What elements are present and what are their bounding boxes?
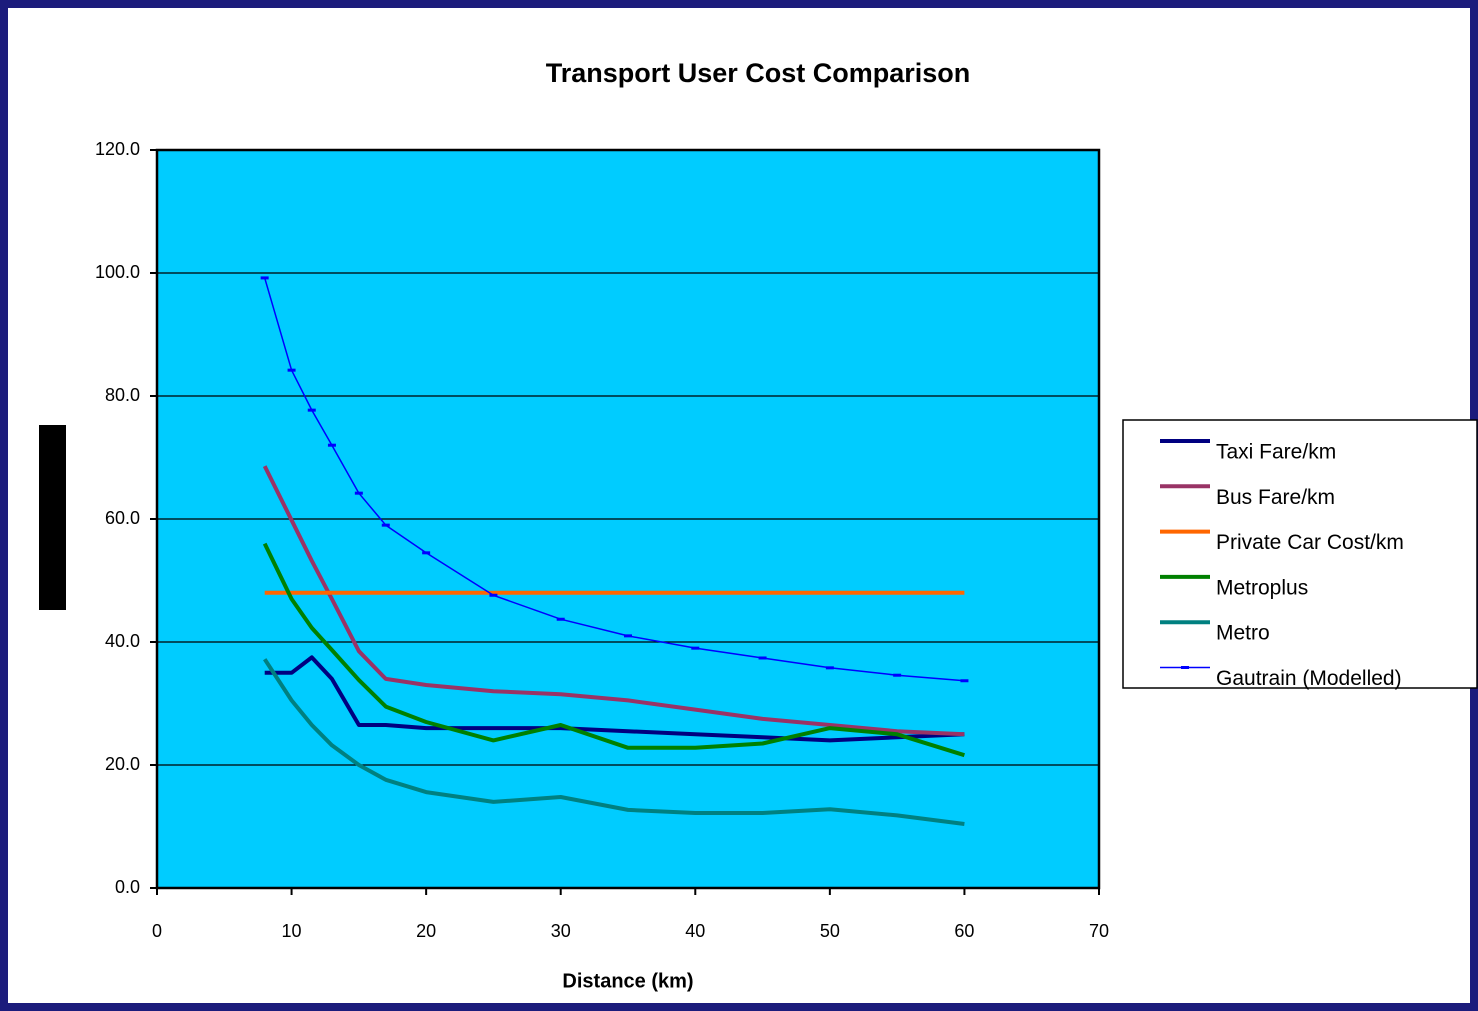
legend-marker (1181, 666, 1189, 669)
point-marker (355, 492, 363, 495)
point-marker (893, 674, 901, 677)
point-marker (422, 551, 430, 554)
point-marker (489, 594, 497, 597)
y-tick-label: 80.0 (105, 385, 140, 405)
x-tick-label: 30 (551, 921, 571, 941)
y-tick-label: 40.0 (105, 631, 140, 651)
legend-label: Metro (1216, 622, 1270, 645)
legend-label: Private Car Cost/km (1216, 531, 1404, 554)
y-tick-label: 60.0 (105, 508, 140, 528)
point-marker (691, 647, 699, 650)
chart-title: Transport User Cost Comparison (546, 58, 971, 88)
point-marker (759, 656, 767, 659)
point-marker (382, 524, 390, 527)
x-tick-label: 10 (282, 921, 302, 941)
point-marker (261, 276, 269, 279)
legend-label: Taxi Fare/km (1216, 441, 1336, 464)
x-tick-label: 20 (416, 921, 436, 941)
y-tick-label: 0.0 (115, 877, 140, 897)
x-tick-label: 0 (152, 921, 162, 941)
side-image (39, 425, 66, 610)
y-tick-label: 100.0 (95, 262, 140, 282)
chart: Transport User Cost Comparison Distance … (0, 0, 1478, 1011)
point-marker (557, 618, 565, 621)
x-tick-label: 60 (954, 921, 974, 941)
point-marker (308, 409, 316, 412)
x-tick-label: 70 (1089, 921, 1109, 941)
point-marker (960, 679, 968, 682)
page: Transport User Cost Comparison Distance … (0, 0, 1478, 1011)
point-marker (328, 444, 336, 447)
legend-label: Gautrain (Modelled) (1216, 667, 1402, 690)
point-marker (288, 369, 296, 372)
point-marker (826, 666, 834, 669)
x-tick-label: 50 (820, 921, 840, 941)
y-tick-label: 120.0 (95, 139, 140, 159)
x-tick-label: 40 (685, 921, 705, 941)
point-marker (624, 634, 632, 637)
legend-label: Bus Fare/km (1216, 486, 1335, 509)
x-axis-label: Distance (km) (562, 970, 693, 992)
y-tick-label: 20.0 (105, 754, 140, 774)
legend-label: Metroplus (1216, 576, 1308, 599)
